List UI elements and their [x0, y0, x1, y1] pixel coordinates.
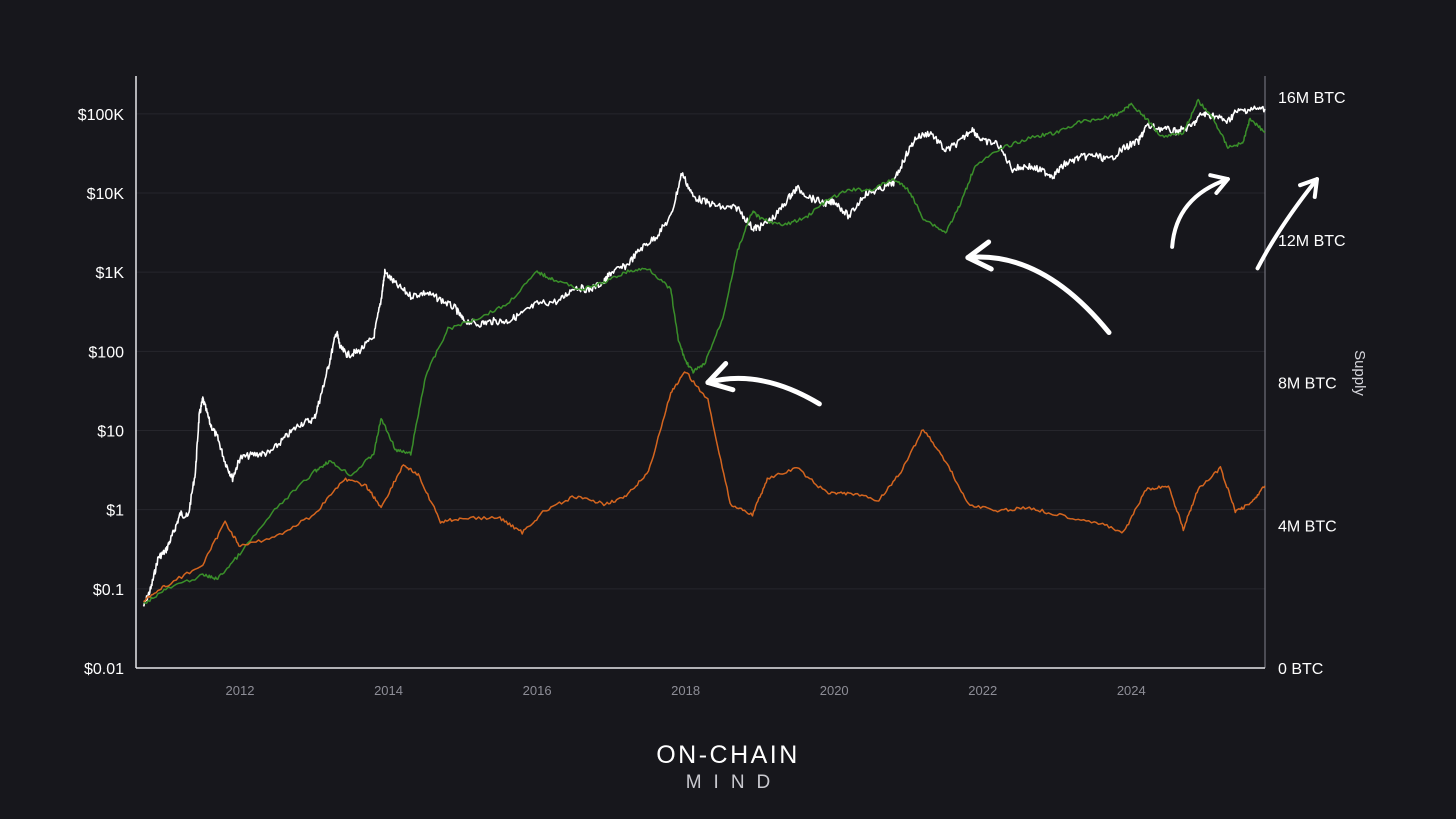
logo-line2: MIND — [686, 772, 783, 793]
series-layer — [142, 98, 1266, 607]
x-tick-label: 2018 — [671, 683, 700, 698]
y-right-tick-label: 8M BTC — [1278, 376, 1337, 393]
axis-layer — [135, 76, 1266, 669]
x-tick-label: 2014 — [374, 683, 403, 698]
y-left-tick-label: $0.01 — [84, 661, 124, 678]
series-price — [142, 105, 1266, 607]
y-right-tick-label: 16M BTC — [1278, 90, 1346, 107]
y-left-tick-label: $100 — [88, 344, 124, 361]
x-tick-label: 2020 — [820, 683, 849, 698]
y-left-tick-label: $10K — [87, 186, 125, 203]
series-supply-green — [143, 98, 1266, 605]
y-right-tick-label: 4M BTC — [1278, 518, 1337, 535]
ticks-left: $0.01 $0.1 $1 $10 $100 $1K $10K $100K — [78, 107, 125, 678]
annotation-arrow — [1255, 177, 1319, 271]
y-left-tick-label: $100K — [78, 107, 125, 124]
right-axis-title: Supply — [1351, 350, 1368, 396]
annotation-arrow — [965, 254, 1112, 336]
logo-line1: ON-CHAIN — [656, 741, 800, 769]
annotation-layer — [705, 173, 1319, 407]
y-left-tick-label: $0.1 — [93, 582, 124, 599]
annotation-arrow — [705, 375, 822, 407]
x-tick-label: 2024 — [1117, 683, 1146, 698]
x-tick-label: 2012 — [226, 683, 255, 698]
ticks-right: 0 BTC 4M BTC 8M BTC 12M BTC 16M BTC — [1278, 90, 1346, 678]
x-tick-label: 2016 — [523, 683, 552, 698]
y-right-tick-label: 12M BTC — [1278, 233, 1346, 250]
grid-layer — [136, 113, 1265, 669]
annotation-arrowhead — [1208, 173, 1230, 195]
y-left-tick-label: $10 — [97, 423, 124, 440]
series-supply-orange — [143, 371, 1266, 603]
y-left-tick-label: $1 — [106, 503, 124, 520]
ticks-x: 2012 2014 2016 2018 2020 2022 2024 — [226, 683, 1146, 698]
annotation-arrowhead — [965, 239, 994, 272]
logo: ON-CHAIN MIND — [656, 741, 800, 793]
x-tick-label: 2022 — [968, 683, 997, 698]
y-right-tick-label: 0 BTC — [1278, 661, 1323, 678]
y-left-tick-label: $1K — [96, 265, 125, 282]
annotation-arrowhead — [1298, 177, 1319, 199]
annotation-arrow — [1170, 177, 1230, 249]
annotation-arrowhead — [705, 361, 736, 393]
